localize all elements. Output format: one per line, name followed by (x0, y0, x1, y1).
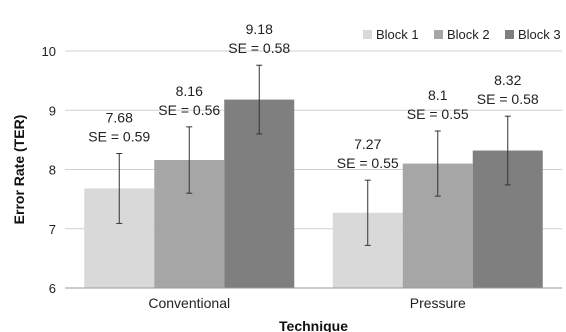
y-tick-label: 8 (49, 163, 56, 178)
se-label: SE = 0.55 (407, 106, 469, 122)
legend-swatch (363, 30, 372, 39)
value-label: 7.27 (354, 136, 381, 152)
legend: Block 1 Block 2 Block 3 (363, 27, 561, 42)
x-axis-title: Technique (279, 318, 348, 332)
data-labels: 7.68 SE = 0.59 8.16 SE = 0.56 9.18 SE = 0.58 7… (88, 21, 539, 171)
value-label: 8.16 (176, 83, 203, 99)
error-bars (116, 64, 511, 246)
value-label: 8.32 (494, 72, 521, 88)
se-label: SE = 0.58 (228, 40, 290, 56)
x-axis-categories: Conventional Pressure (148, 295, 466, 311)
se-label: SE = 0.58 (477, 91, 539, 107)
x-category-label: Conventional (148, 295, 230, 311)
value-label: 9.18 (246, 21, 273, 37)
y-axis-title: Error Rate (TER) (11, 115, 27, 225)
value-label: 8.1 (428, 87, 448, 103)
legend-label: Block 2 (447, 27, 490, 42)
legend-swatch (505, 30, 514, 39)
y-tick-label: 7 (49, 222, 56, 237)
se-label: SE = 0.56 (158, 102, 220, 118)
value-label: 7.68 (106, 110, 133, 126)
y-axis-ticks: 6 7 8 9 10 (42, 44, 56, 296)
legend-label: Block 1 (376, 27, 419, 42)
legend-label: Block 3 (518, 27, 561, 42)
bars (84, 99, 543, 289)
se-label: SE = 0.55 (337, 155, 399, 171)
x-category-label: Pressure (410, 295, 466, 311)
y-tick-label: 9 (49, 103, 56, 118)
se-label: SE = 0.59 (88, 129, 150, 145)
y-tick-label: 6 (49, 281, 56, 296)
legend-swatch (434, 30, 443, 39)
y-tick-label: 10 (42, 44, 56, 59)
